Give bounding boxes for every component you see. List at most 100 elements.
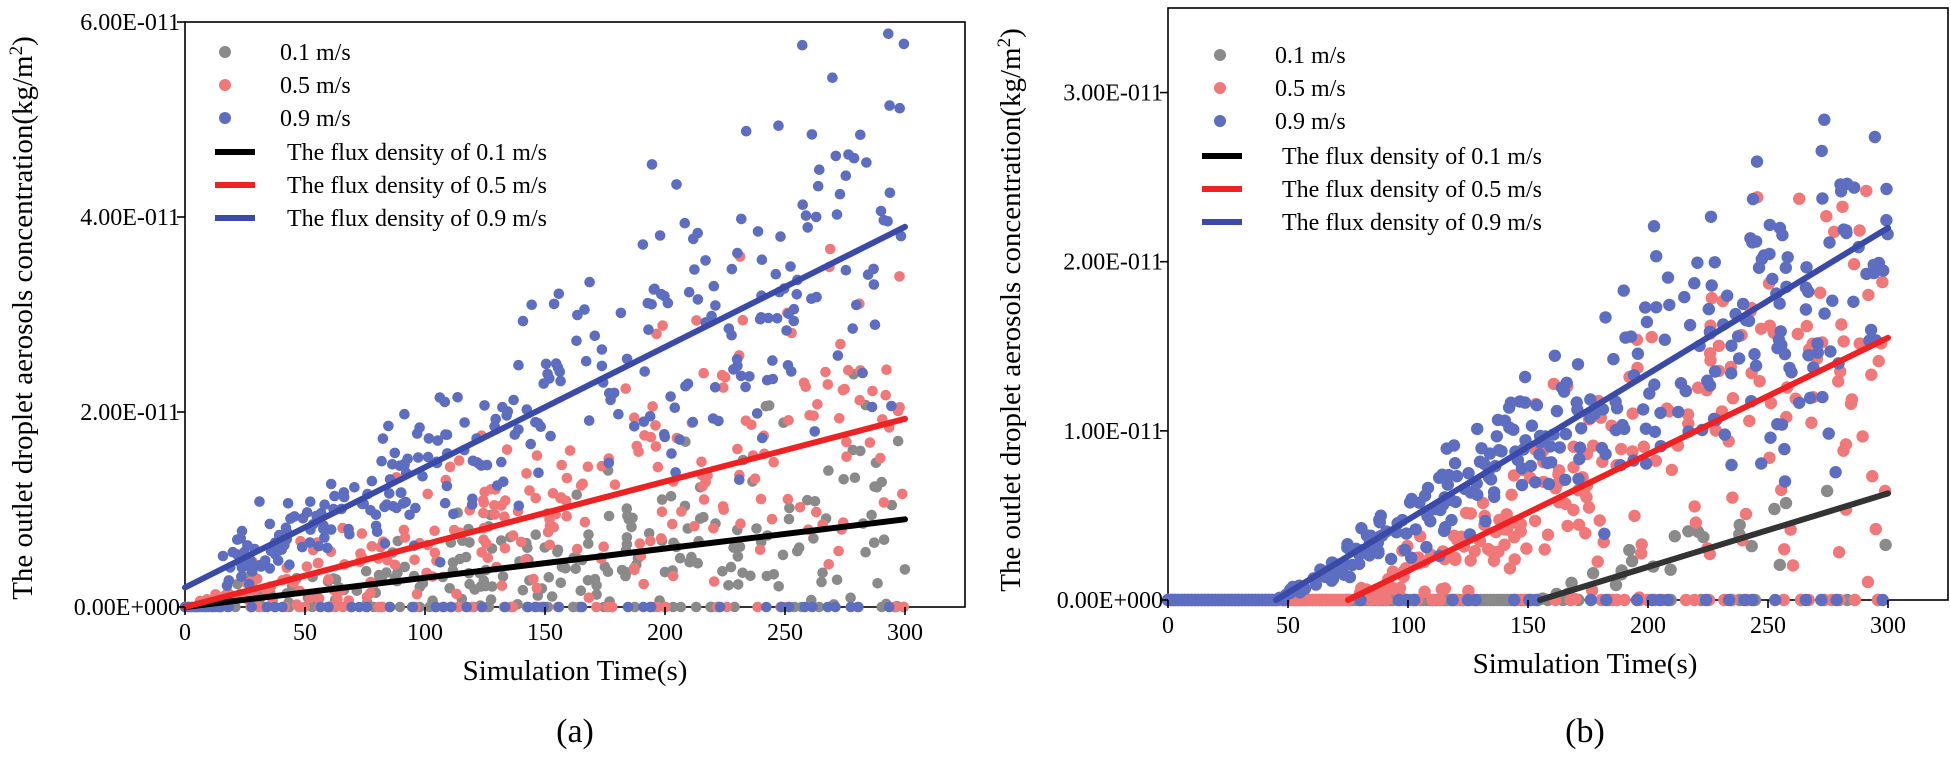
data-point <box>583 415 595 426</box>
data-point <box>1579 527 1592 540</box>
data-point <box>1880 214 1893 227</box>
data-point <box>894 271 905 282</box>
data-point <box>1743 414 1756 428</box>
data-point <box>1803 391 1817 405</box>
data-point <box>1828 225 1841 238</box>
data-point <box>583 592 595 603</box>
legend-swatch-b-0 <box>1214 49 1226 61</box>
x-tick-label-a-5: 250 <box>767 620 803 646</box>
data-point <box>754 544 766 555</box>
data-point <box>598 541 609 552</box>
data-point <box>1648 425 1662 438</box>
data-point <box>1688 277 1701 290</box>
data-point <box>837 384 849 396</box>
data-point <box>732 443 743 455</box>
data-point <box>301 507 313 518</box>
data-point <box>1879 538 1892 552</box>
data-point <box>570 563 581 574</box>
data-point <box>665 391 676 402</box>
data-point <box>639 366 650 377</box>
data-point <box>771 313 783 324</box>
data-point <box>500 495 511 506</box>
data-point <box>868 279 880 290</box>
data-point <box>1688 500 1701 513</box>
data-point <box>591 601 602 613</box>
data-point <box>513 424 524 435</box>
data-point <box>1625 554 1639 568</box>
data-point <box>723 323 735 334</box>
data-point <box>1682 525 1695 538</box>
data-point <box>282 498 294 509</box>
data-point <box>533 467 544 479</box>
y-tick-label-b-0: 0.00E+000 <box>1057 588 1163 614</box>
flux-density-line-b-2 <box>1273 224 1891 603</box>
y-tick-label-a-2: 4.00E-011 <box>80 205 180 231</box>
data-point <box>481 459 493 471</box>
data-point <box>1802 285 1815 298</box>
data-point <box>513 500 525 512</box>
data-point <box>1867 258 1880 272</box>
data-point <box>1816 390 1829 404</box>
data-point <box>571 335 582 347</box>
data-point <box>579 304 590 315</box>
legend-swatch-a-0 <box>219 46 231 58</box>
data-point <box>1862 288 1875 302</box>
data-point <box>1418 585 1431 598</box>
data-point <box>1725 367 1738 380</box>
data-point <box>1498 414 1512 427</box>
data-point <box>811 291 822 303</box>
data-point <box>698 494 710 505</box>
data-point <box>497 401 508 413</box>
data-point <box>717 566 728 577</box>
data-point <box>1745 539 1758 553</box>
data-point <box>867 385 878 397</box>
data-point <box>1623 543 1636 557</box>
data-point <box>1575 422 1588 435</box>
data-point <box>1755 457 1768 470</box>
data-point <box>756 432 768 444</box>
data-point <box>579 516 591 528</box>
data-point <box>1572 518 1586 531</box>
data-point <box>547 488 559 499</box>
data-point <box>883 601 895 613</box>
data-point <box>434 557 446 568</box>
data-point <box>1550 404 1564 418</box>
data-point <box>782 493 794 505</box>
data-point <box>1733 518 1746 532</box>
data-point <box>1837 444 1850 457</box>
data-point <box>1447 529 1461 542</box>
y-axis-label-sup-a: 2 <box>6 46 27 56</box>
data-point <box>1725 458 1738 472</box>
data-point <box>467 455 479 467</box>
data-point <box>732 579 744 590</box>
data-point <box>823 559 834 570</box>
data-point <box>843 149 854 160</box>
data-point <box>366 541 378 552</box>
y-tick-label-a-1: 2.00E-011 <box>80 400 180 426</box>
data-point <box>346 601 357 613</box>
data-point <box>584 276 595 288</box>
legend-label-b-4: The flux density of 0.5 m/s <box>1282 177 1542 203</box>
data-point <box>1773 558 1787 572</box>
data-point <box>669 402 681 414</box>
data-point <box>221 580 233 591</box>
data-point <box>546 591 558 602</box>
data-point <box>414 422 425 433</box>
data-point <box>752 601 763 613</box>
data-point <box>490 413 502 425</box>
data-point <box>1635 547 1648 560</box>
x-tick-label-a-4: 200 <box>647 620 683 646</box>
data-point <box>482 552 494 564</box>
data-point <box>898 601 909 613</box>
data-point <box>548 298 560 310</box>
y-axis-label-end-a: ) <box>7 36 39 46</box>
data-point <box>1736 297 1750 311</box>
data-point <box>740 125 752 137</box>
data-point <box>1763 218 1777 232</box>
data-point <box>806 129 818 140</box>
data-point <box>1473 455 1487 468</box>
data-point <box>1640 457 1653 470</box>
data-point <box>554 366 566 378</box>
data-point <box>713 415 724 427</box>
data-point <box>498 476 509 488</box>
